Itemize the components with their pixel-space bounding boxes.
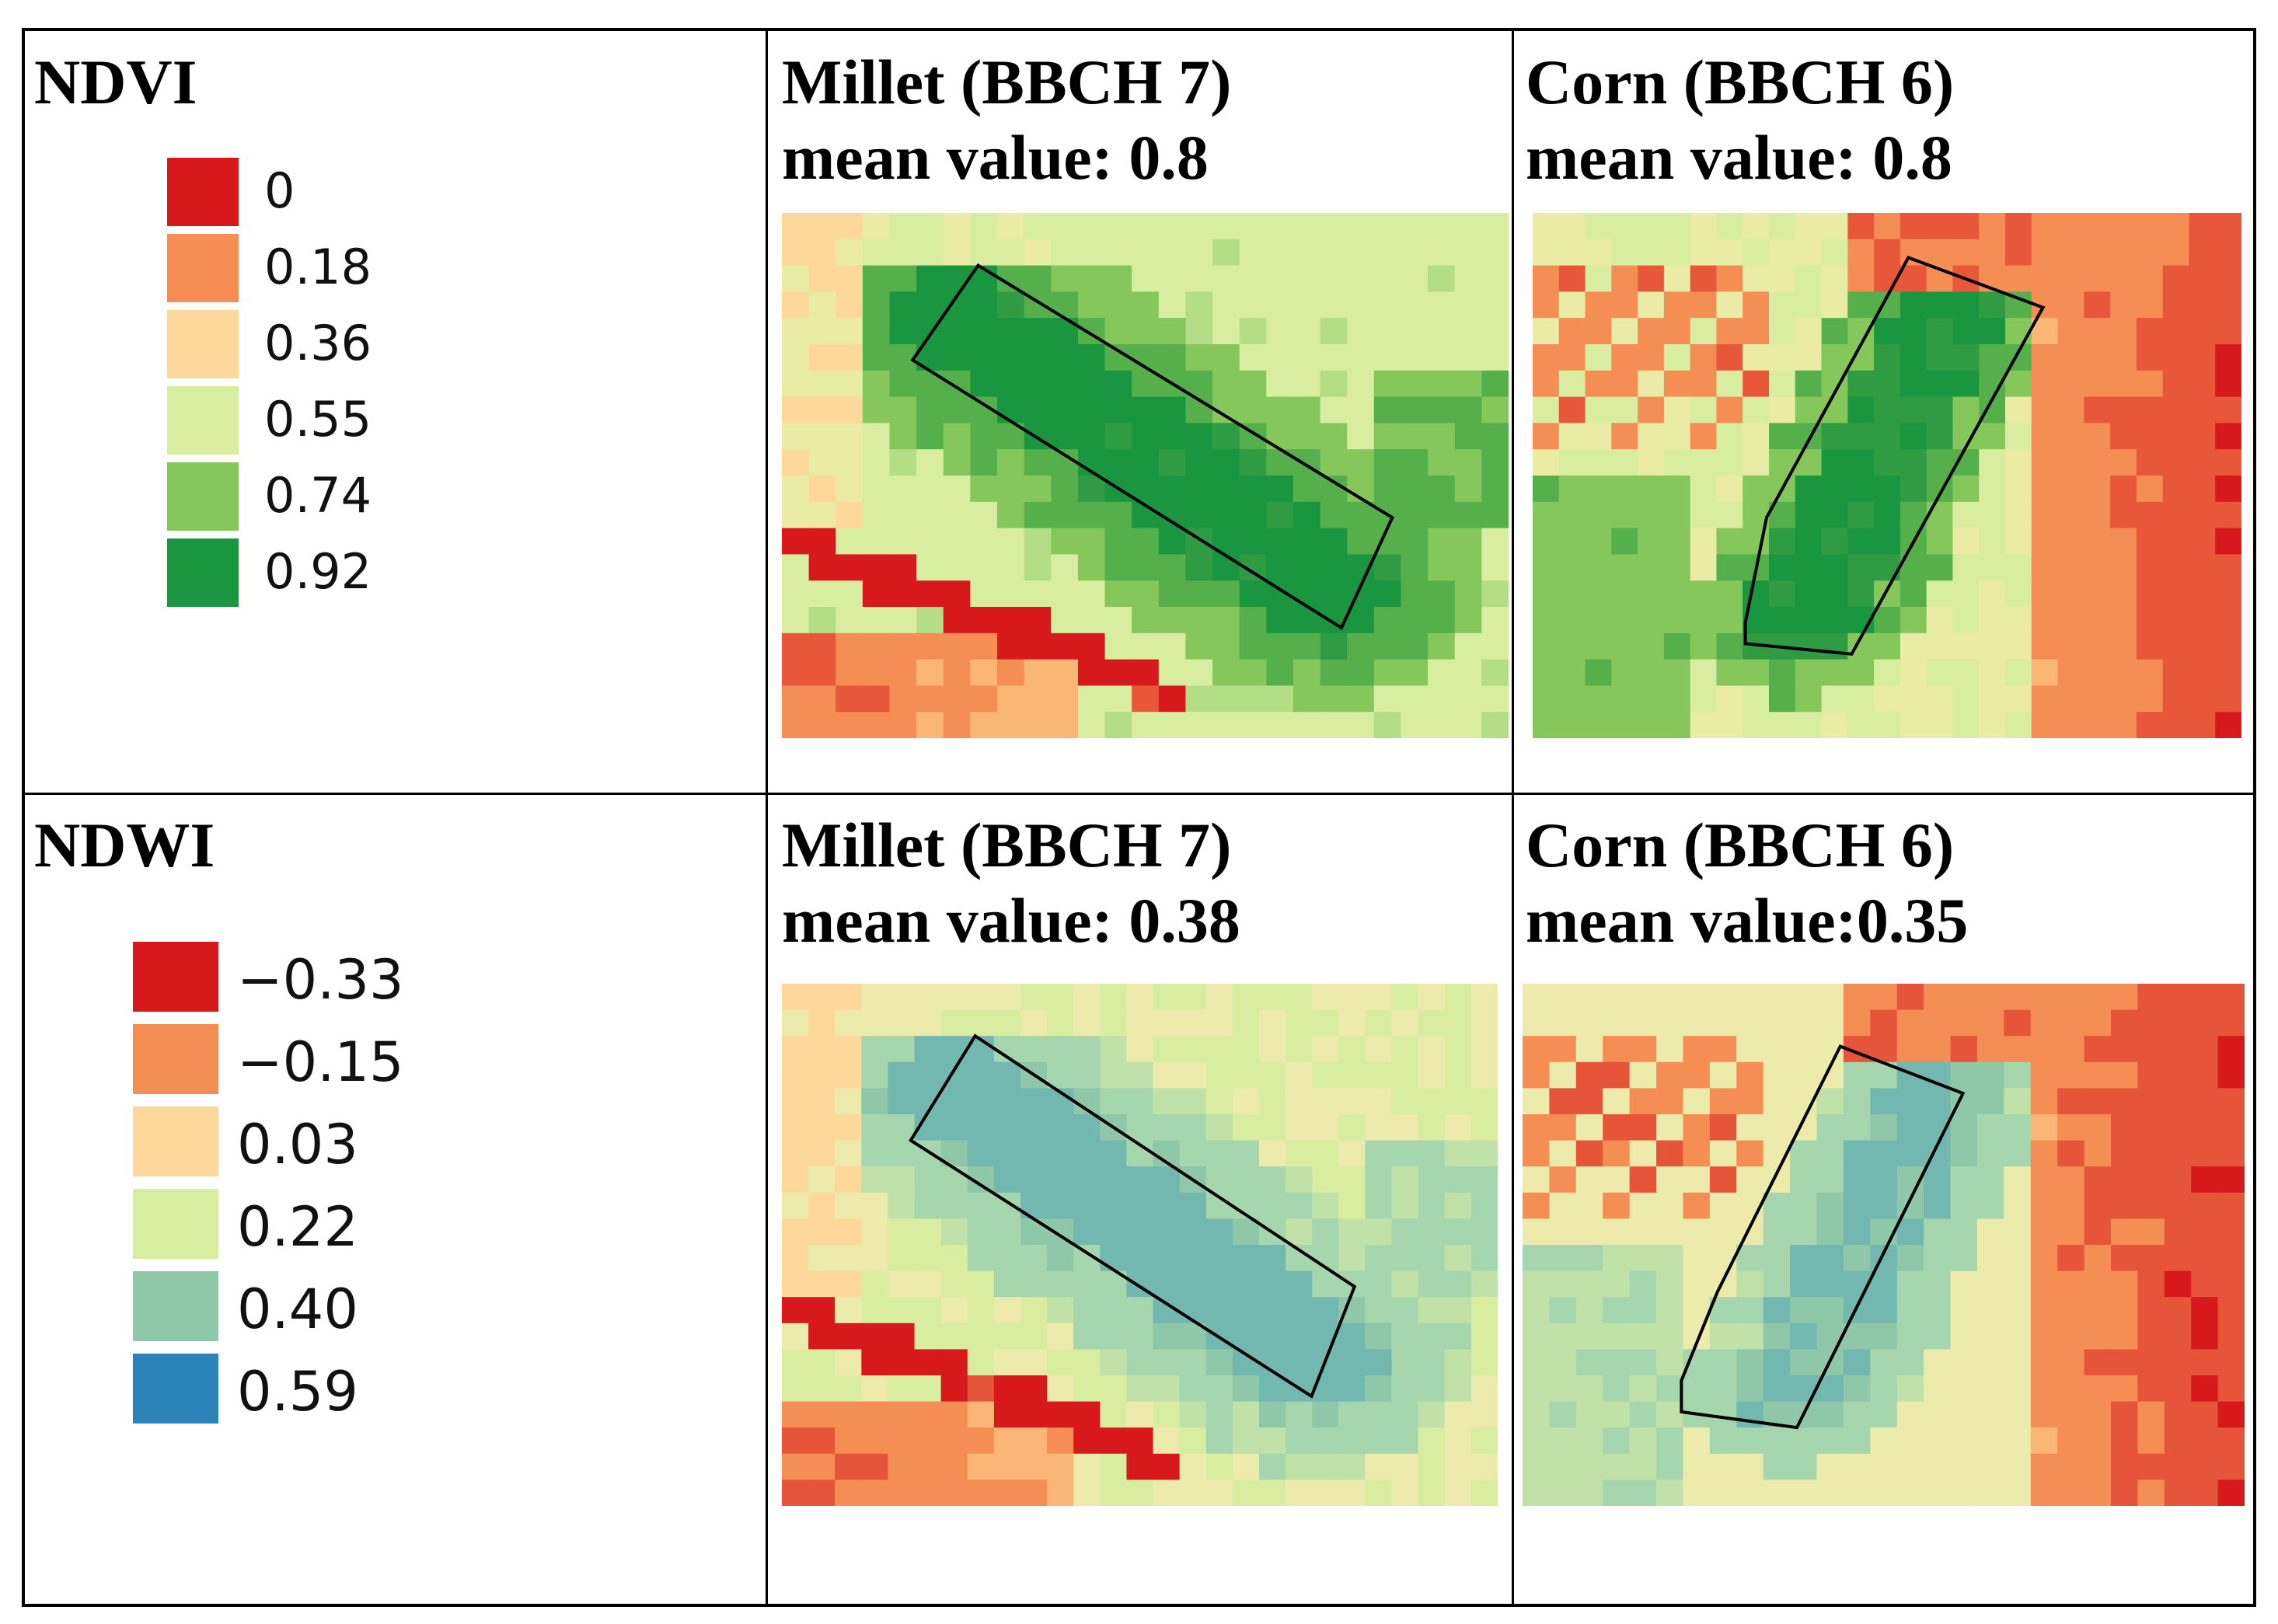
ndvi-millet-title: Millet (BBCH 7)	[782, 47, 1232, 117]
row-divider	[25, 793, 2253, 795]
ndwi-corn-map	[1523, 984, 2245, 1506]
raster-image	[782, 213, 1509, 738]
figure-table	[22, 28, 2256, 1607]
ndvi-legend-label: 0.36	[264, 315, 372, 371]
ndwi-legend-swatch	[133, 1189, 218, 1259]
ndvi-legend-swatch	[167, 538, 239, 607]
ndwi-millet-map	[782, 984, 1498, 1506]
ndvi-legend-swatch	[167, 158, 239, 226]
field-boundary	[910, 263, 1394, 630]
ndwi-legend-label: 0.03	[237, 1113, 358, 1176]
ndvi-legend-label: 0	[264, 162, 295, 219]
ndwi-legend-swatch	[133, 1024, 218, 1094]
ndvi-legend-swatch	[167, 310, 239, 378]
column-divider-2	[1512, 31, 1514, 1604]
raster-image	[1533, 213, 2241, 738]
ndvi-legend-swatch	[167, 462, 239, 531]
field-boundary	[1743, 256, 2046, 656]
ndvi-legend-swatch	[167, 386, 239, 455]
field-boundary	[1680, 1044, 1966, 1430]
ndvi-legend-title: NDVI	[34, 47, 197, 117]
ndwi-legend-swatch	[133, 1106, 218, 1176]
ndvi-corn-title: Corn (BBCH 6)	[1526, 47, 1955, 117]
raster-image	[1523, 984, 2245, 1506]
ndwi-corn-title: Corn (BBCH 6)	[1526, 810, 1955, 880]
ndvi-corn-map	[1533, 213, 2241, 738]
ndwi-legend-label: −0.33	[237, 948, 404, 1012]
ndwi-millet-mean: mean value: 0.38	[782, 885, 1240, 956]
ndwi-legend-label: 0.40	[237, 1277, 358, 1341]
ndvi-corn-mean: mean value: 0.8	[1526, 122, 1952, 193]
raster-image	[782, 984, 1498, 1506]
ndvi-legend-label: 0.74	[264, 467, 372, 524]
ndwi-legend-label: 0.59	[237, 1360, 358, 1424]
ndwi-corn-mean: mean value:0.35	[1526, 885, 1969, 956]
ndwi-legend-label: 0.22	[237, 1195, 358, 1259]
ndvi-legend-label: 0.92	[264, 543, 372, 600]
ndwi-millet-title: Millet (BBCH 7)	[782, 810, 1232, 880]
field-boundary	[909, 1033, 1357, 1399]
ndvi-legend-swatch	[167, 234, 239, 302]
column-divider-1	[766, 31, 768, 1604]
ndvi-millet-mean: mean value: 0.8	[782, 122, 1209, 193]
ndwi-legend-swatch	[133, 1354, 218, 1424]
ndwi-legend-label: −0.15	[237, 1030, 404, 1094]
ndwi-legend-swatch	[133, 942, 218, 1012]
ndvi-legend-label: 0.18	[264, 239, 372, 295]
ndwi-legend-title: NDWI	[34, 810, 215, 880]
ndwi-legend-swatch	[133, 1271, 218, 1341]
ndvi-legend-label: 0.55	[264, 391, 372, 448]
ndvi-millet-map	[782, 213, 1509, 738]
